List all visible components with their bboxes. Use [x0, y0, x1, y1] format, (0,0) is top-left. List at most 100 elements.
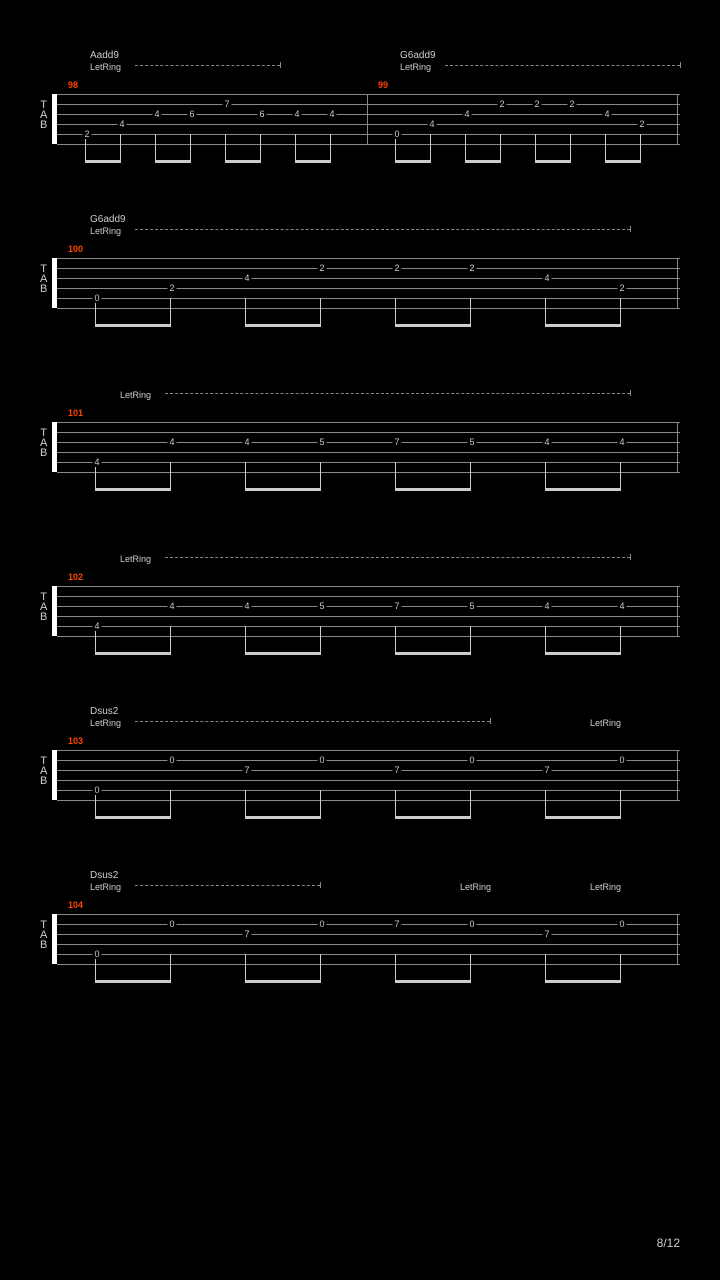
fret-number: 5 — [467, 437, 476, 447]
note-stem — [190, 134, 191, 162]
staff-container: TAB44457544 — [55, 422, 680, 472]
measure-number-row: 104 — [60, 900, 680, 914]
beam — [545, 324, 621, 327]
annotations-row: Dsus2LetRingLetRing — [60, 706, 680, 736]
fret-number: 0 — [92, 949, 101, 959]
note-stem — [245, 298, 246, 326]
letring-end-cap — [630, 226, 631, 232]
fret-number: 4 — [117, 119, 126, 129]
fret-number: 4 — [242, 273, 251, 283]
fret-number: 5 — [467, 601, 476, 611]
measure-number: 99 — [378, 80, 388, 90]
fret-number: 0 — [92, 785, 101, 795]
beam — [95, 652, 171, 655]
measure-number: 101 — [68, 408, 83, 418]
beam — [85, 160, 121, 163]
page-number: 8/12 — [657, 1236, 680, 1250]
fret-number: 4 — [92, 621, 101, 631]
note-stem — [570, 134, 571, 162]
tab-system: G6add9LetRing100TAB02422242 — [40, 214, 680, 338]
string-line — [57, 750, 680, 751]
note-stem — [430, 134, 431, 162]
note-stem — [395, 298, 396, 326]
fret-number: 2 — [167, 283, 176, 293]
beam-row — [55, 636, 680, 666]
note-stem — [545, 790, 546, 818]
fret-number: 4 — [542, 437, 551, 447]
letring-end-cap — [630, 554, 631, 560]
beam — [245, 324, 321, 327]
note-stem — [545, 462, 546, 490]
fret-number: 4 — [542, 601, 551, 611]
letring-label: LetRing — [460, 882, 491, 892]
annotations-row: LetRing — [60, 542, 680, 572]
tab-staff: 02422242 — [55, 258, 680, 308]
note-stem — [545, 298, 546, 326]
note-stem — [320, 954, 321, 982]
tab-system: Dsus2LetRingLetRingLetRing104TAB00707070 — [40, 870, 680, 994]
beam — [95, 980, 171, 983]
note-stem — [620, 790, 621, 818]
tab-system: Dsus2LetRingLetRing103TAB00707070 — [40, 706, 680, 830]
note-stem — [320, 790, 321, 818]
barline — [677, 94, 678, 144]
barline — [367, 94, 368, 144]
letring-end-cap — [490, 718, 491, 724]
fret-number: 2 — [567, 99, 576, 109]
measure-number-row: 100 — [60, 244, 680, 258]
string-line — [57, 924, 680, 925]
fret-number: 7 — [242, 765, 251, 775]
string-line — [57, 298, 680, 299]
beam — [545, 488, 621, 491]
chord-label: G6add9 — [90, 214, 126, 225]
string-line — [57, 790, 680, 791]
letring-label: LetRing — [90, 882, 121, 892]
letring-end-cap — [680, 62, 681, 68]
letring-end-cap — [630, 390, 631, 396]
note-stem — [225, 134, 226, 162]
letring-label: LetRing — [120, 390, 151, 400]
fret-number: 7 — [242, 929, 251, 939]
letring-dashes — [135, 229, 630, 230]
beam — [395, 324, 471, 327]
string-line — [57, 104, 680, 105]
fret-number: 4 — [167, 601, 176, 611]
note-stem — [245, 626, 246, 654]
tab-clef-label: TAB — [40, 756, 47, 786]
measure-number-row: 101 — [60, 408, 680, 422]
fret-number: 7 — [542, 929, 551, 939]
note-stem — [395, 954, 396, 982]
string-line — [57, 442, 680, 443]
string-line — [57, 934, 680, 935]
note-stem — [155, 134, 156, 162]
beam — [395, 160, 431, 163]
string-line — [57, 626, 680, 627]
beam — [395, 980, 471, 983]
measure-number: 102 — [68, 572, 83, 582]
note-stem — [500, 134, 501, 162]
string-line — [57, 606, 680, 607]
letring-dashes — [445, 65, 680, 66]
measure-number: 98 — [68, 80, 78, 90]
fret-number: 7 — [392, 601, 401, 611]
beam-row — [55, 472, 680, 502]
note-stem — [170, 790, 171, 818]
systems-container: Aadd9LetRingG6add9LetRing9899TAB24467644… — [40, 50, 680, 994]
beam-row — [55, 144, 680, 174]
barline — [677, 258, 678, 308]
note-stem — [170, 954, 171, 982]
beam — [395, 652, 471, 655]
note-stem — [320, 298, 321, 326]
fret-number: 0 — [467, 755, 476, 765]
note-stem — [470, 298, 471, 326]
fret-number: 4 — [242, 601, 251, 611]
note-stem — [545, 954, 546, 982]
tab-staff: 00707070 — [55, 914, 680, 964]
tab-staff: 44457544 — [55, 422, 680, 472]
note-stem — [640, 134, 641, 162]
note-stem — [620, 298, 621, 326]
fret-number: 2 — [467, 263, 476, 273]
annotations-row: G6add9LetRing — [60, 214, 680, 244]
note-stem — [245, 790, 246, 818]
letring-label: LetRing — [590, 718, 621, 728]
